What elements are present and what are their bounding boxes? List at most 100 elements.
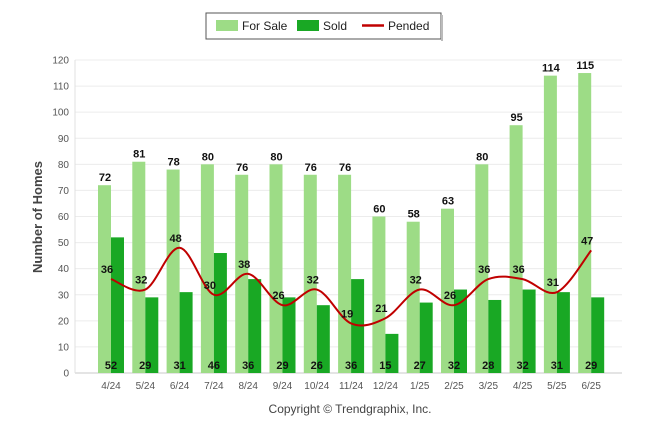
- data-label-for-sale: 60: [373, 204, 385, 216]
- legend-frame: [205, 12, 442, 40]
- bars: [98, 73, 605, 374]
- data-label-for-sale: 80: [270, 151, 282, 163]
- data-label-pended: 26: [272, 290, 284, 302]
- y-tick-label: 40: [58, 264, 70, 275]
- data-label-sold: 52: [105, 360, 117, 372]
- bar-sold: [454, 289, 467, 373]
- y-tick-label: 10: [58, 342, 70, 353]
- legend-shadow: [441, 15, 443, 41]
- bar-sold: [179, 292, 193, 373]
- bar-for-sale: [303, 174, 317, 373]
- bar-sold: [385, 333, 399, 373]
- data-label-sold: 36: [345, 360, 357, 372]
- y-tick-label: 0: [63, 369, 69, 380]
- data-labels: 72 52 81 29 78 31 80 46 76 36 80 29 76 26 76 36 60 15 58 27…: [99, 60, 597, 372]
- y-tick-label: 60: [58, 212, 70, 223]
- bar-for-sale: [235, 174, 249, 373]
- data-label-for-sale: 115: [576, 60, 594, 72]
- data-label-for-sale: 80: [202, 151, 214, 163]
- data-label-pended: 47: [581, 235, 593, 247]
- bar-for-sale: [406, 221, 420, 373]
- data-label-sold: 46: [208, 360, 220, 372]
- y-axis-title: Number of Homes: [30, 161, 45, 273]
- bar-for-sale: [132, 161, 146, 373]
- bar-sold: [488, 299, 502, 373]
- y-tick-label: 100: [52, 108, 69, 119]
- data-label-sold: 32: [448, 360, 460, 372]
- data-label-for-sale: 76: [339, 162, 351, 174]
- bar-for-sale: [578, 73, 592, 374]
- bar-for-sale: [269, 164, 283, 373]
- bar-sold: [213, 253, 227, 373]
- bar-for-sale: [543, 75, 557, 374]
- data-label-pended: 30: [204, 280, 216, 292]
- bar-sold: [248, 279, 262, 373]
- x-tick-label: 4/25: [513, 381, 533, 392]
- x-tick-label: 5/24: [136, 381, 156, 392]
- y-tick-label: 120: [52, 56, 69, 67]
- bar-sold: [522, 289, 536, 373]
- data-label-for-sale: 72: [99, 172, 111, 184]
- x-tick-label: 9/24: [273, 381, 293, 392]
- legend-label-for-sale: For Sale: [242, 19, 288, 33]
- bar-sold: [316, 305, 330, 373]
- bar-sold: [591, 297, 605, 373]
- legend: For Sale Sold Pended: [205, 12, 443, 41]
- data-label-pended: 36: [512, 264, 524, 276]
- x-tick-label: 7/24: [204, 381, 224, 392]
- bar-for-sale: [475, 164, 489, 373]
- x-tick-label: 5/25: [547, 381, 567, 392]
- bar-for-sale: [200, 164, 214, 373]
- data-label-for-sale: 95: [510, 112, 522, 124]
- data-label-sold: 26: [311, 360, 323, 372]
- x-tick-label: 2/25: [444, 381, 464, 392]
- data-label-for-sale: 78: [167, 157, 179, 169]
- x-tick-label: 12/24: [373, 381, 398, 392]
- data-label-pended: 19: [341, 308, 353, 320]
- bar-sold: [419, 302, 433, 373]
- data-label-for-sale: 58: [408, 209, 420, 221]
- legend-swatch-sold: [297, 20, 319, 31]
- data-label-pended: 36: [478, 264, 490, 276]
- data-label-for-sale: 114: [542, 63, 561, 75]
- data-label-for-sale: 76: [305, 162, 317, 174]
- data-label-sold: 31: [173, 360, 185, 372]
- data-label-sold: 29: [585, 360, 597, 372]
- axis-ticks: 0 10 20 30 40 50 60 70 80 90 100 110 120 4/24 5/24 6/24…: [52, 56, 601, 393]
- legend-label-sold: Sold: [323, 19, 347, 33]
- data-label-sold: 29: [139, 360, 151, 372]
- bar-for-sale: [338, 174, 352, 373]
- pended-line-layer: [110, 246, 592, 327]
- data-label-sold: 29: [276, 360, 288, 372]
- bar-for-sale: [166, 169, 180, 373]
- bar-sold: [111, 237, 124, 373]
- data-label-sold: 31: [551, 360, 563, 372]
- x-tick-label: 3/25: [479, 381, 499, 392]
- data-label-for-sale: 63: [442, 196, 454, 208]
- pended-line: [110, 246, 592, 327]
- data-label-pended: 48: [169, 233, 181, 245]
- y-tick-label: 80: [58, 160, 70, 171]
- data-label-for-sale: 81: [133, 149, 145, 161]
- y-tick-label: 30: [58, 290, 70, 301]
- data-label-sold: 27: [414, 360, 426, 372]
- data-label-sold: 15: [379, 360, 391, 372]
- data-label-pended: 26: [444, 290, 456, 302]
- legend-label-pended: Pended: [388, 19, 429, 33]
- x-tick-label: 8/24: [238, 381, 258, 392]
- data-label-for-sale: 80: [476, 151, 488, 163]
- x-tick-label: 1/25: [410, 381, 430, 392]
- bar-for-sale: [372, 216, 386, 373]
- x-tick-label: 6/24: [170, 381, 190, 392]
- data-label-pended: 38: [238, 259, 250, 271]
- y-tick-label: 20: [58, 316, 70, 327]
- data-label-for-sale: 76: [236, 162, 248, 174]
- data-label-sold: 28: [482, 360, 494, 372]
- bar-for-sale: [509, 125, 523, 373]
- bar-sold: [145, 297, 159, 373]
- x-tick-label: 4/24: [101, 381, 121, 392]
- x-tick-label: 10/24: [304, 381, 329, 392]
- legend-swatch-for-sale: [216, 20, 238, 31]
